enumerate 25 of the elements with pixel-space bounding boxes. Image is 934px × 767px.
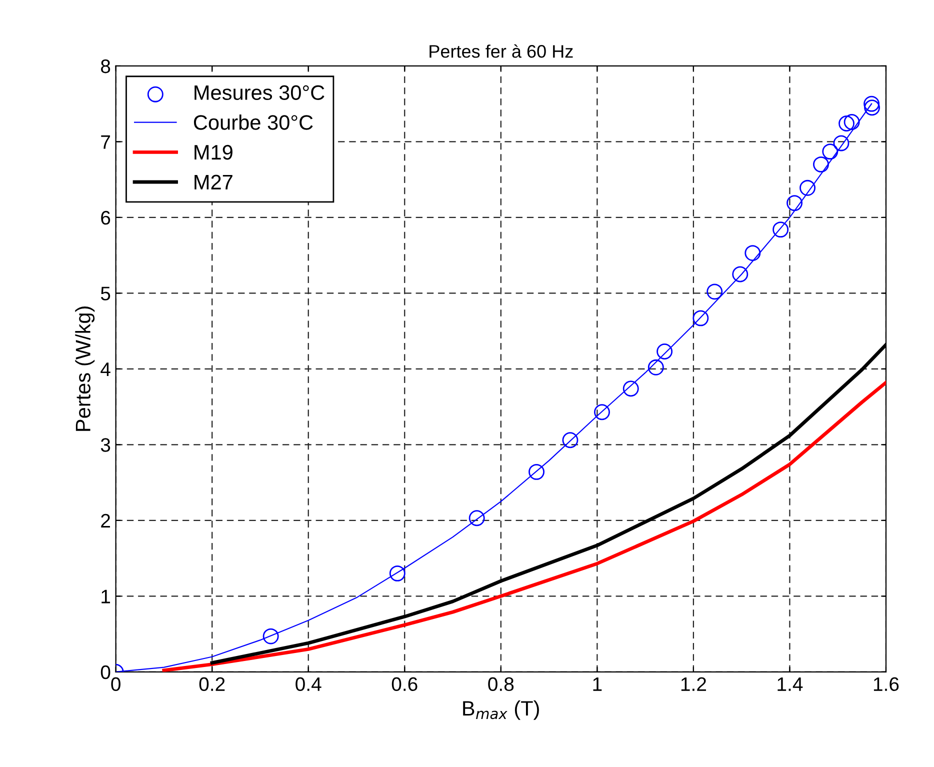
x-tick-label: 1.2 (681, 677, 706, 691)
x-tick-label: 1.4 (778, 677, 803, 691)
y-axis-title: Pertes (W/kg) (75, 306, 95, 431)
x-tick-label: 0.2 (199, 677, 225, 692)
legend-label: Courbe 30°C (194, 114, 313, 130)
legend-label: M27 (194, 174, 232, 190)
y-tick-label: 5 (100, 286, 110, 300)
chart-title: Pertes fer à 60 Hz (430, 44, 573, 58)
x-tick-label: 1 (593, 677, 602, 691)
y-tick-label: 3 (100, 438, 110, 452)
y-tick-label: 2 (101, 514, 110, 528)
y-tick-label: 8 (100, 59, 110, 74)
y-tick-label: 1 (102, 590, 110, 604)
x-tick-label: 0.8 (488, 677, 514, 692)
legend-label: Mesures 30°C (194, 85, 324, 100)
y-tick-label: 7 (101, 135, 110, 149)
x-tick-label: 0 (111, 677, 120, 692)
y-tick-label: 4 (100, 362, 110, 376)
x-tick-label: 1.6 (874, 677, 899, 692)
x-axis-title: B$_{max}$ (T) (463, 700, 539, 720)
legend-label: M19 (194, 144, 232, 160)
x-tick-label: 0.6 (392, 677, 418, 692)
y-tick-label: 6 (101, 210, 110, 225)
y-tick-label: 0 (100, 665, 110, 680)
x-tick-label: 0.4 (296, 677, 322, 692)
